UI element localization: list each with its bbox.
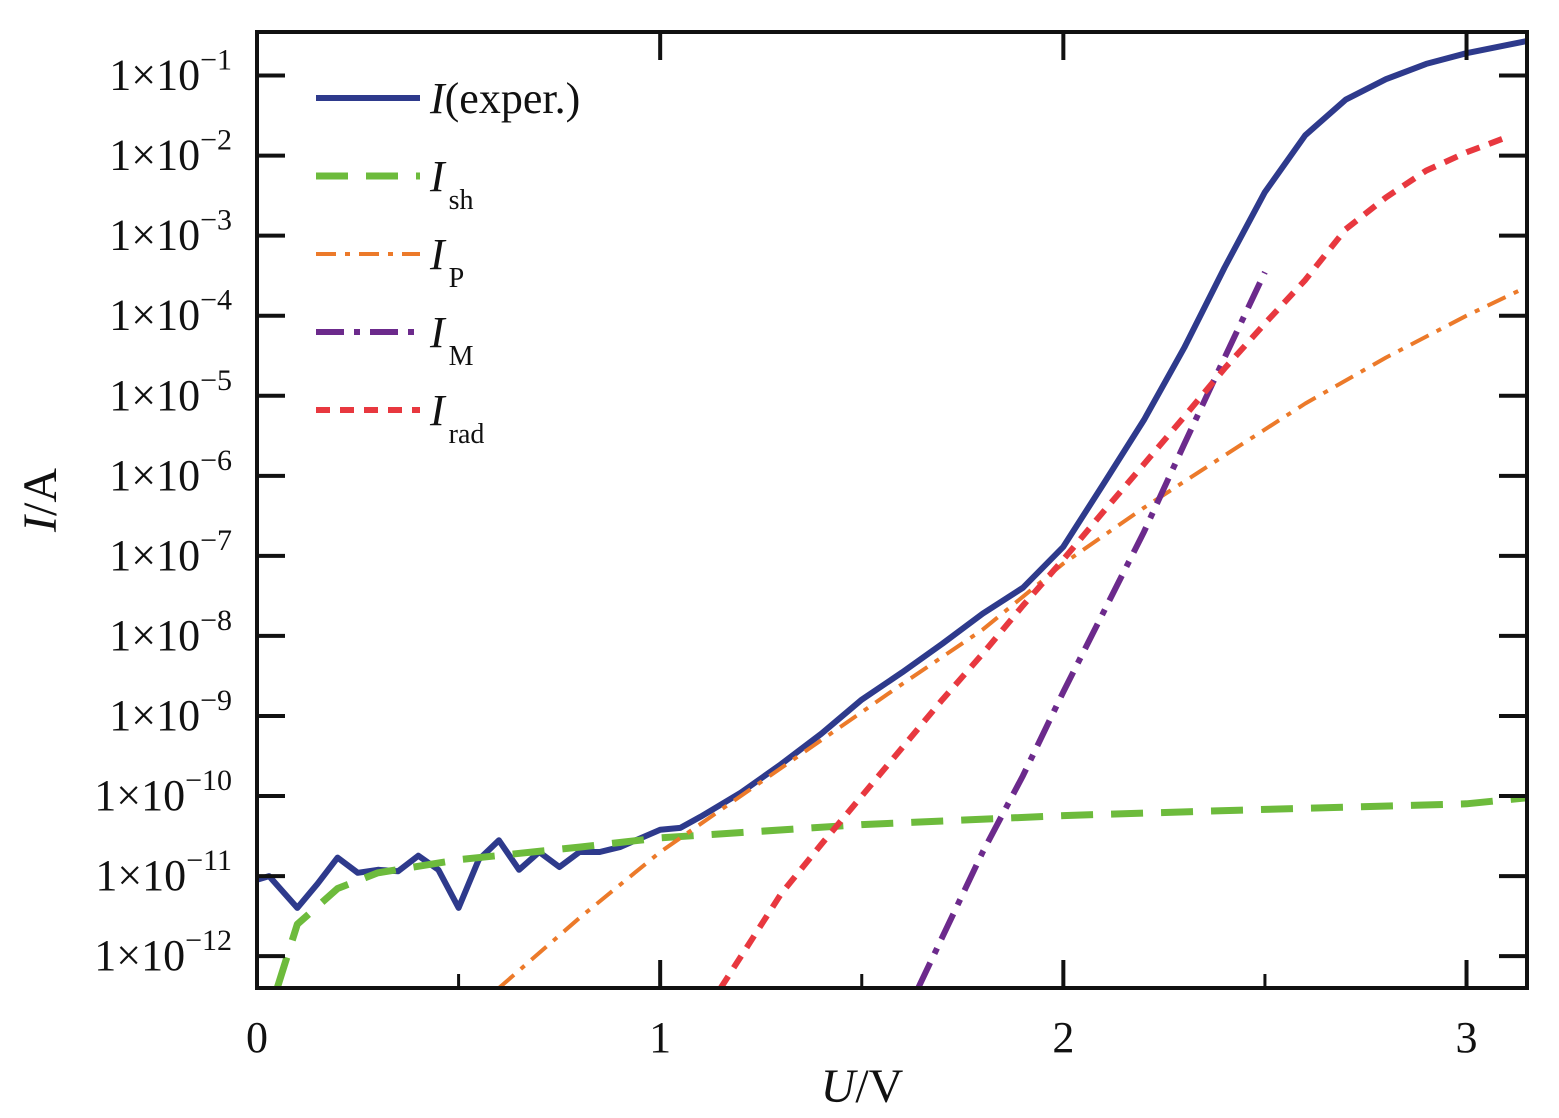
y-tick-label-0: 1×10−12 bbox=[94, 924, 232, 980]
y-tick-label-6: 1×10−6 bbox=[109, 444, 232, 500]
series-line-1 bbox=[273, 794, 1527, 988]
y-axis-title: I/A bbox=[14, 468, 67, 533]
y-tick-label-1: 1×10−11 bbox=[95, 844, 232, 900]
y-tick-label-9: 1×10−3 bbox=[109, 204, 232, 260]
y-tick-label-3: 1×10−9 bbox=[109, 684, 232, 740]
x-tick-label-1: 1 bbox=[649, 1013, 671, 1062]
series-line-0 bbox=[257, 38, 1527, 911]
y-tick-label-11: 1×10−1 bbox=[109, 44, 232, 100]
x-tick-label-2: 2 bbox=[1052, 1013, 1074, 1062]
y-tick-label-4: 1×10−8 bbox=[109, 604, 232, 660]
x-tick-label-0: 0 bbox=[246, 1013, 268, 1062]
series-line-2 bbox=[497, 284, 1527, 988]
plot-background bbox=[257, 32, 1527, 988]
series-layer bbox=[257, 38, 1527, 988]
y-tick-label-2: 1×10−10 bbox=[94, 764, 232, 820]
y-tick-label-8: 1×10−4 bbox=[109, 284, 232, 340]
plot-frame bbox=[255, 30, 1529, 990]
legend-label-0: I(exper.) bbox=[429, 74, 580, 123]
x-tick-label-3: 3 bbox=[1456, 1013, 1478, 1062]
ticks-layer: 0 1 2 3 1×10−12 1×10−11 1×10−10 1×10−9 1×10−8 1×1… bbox=[94, 32, 1527, 1062]
y-tick-label-5: 1×10−7 bbox=[109, 524, 232, 580]
series-line-4 bbox=[718, 134, 1508, 988]
y-tick-label-10: 1×10−2 bbox=[109, 124, 232, 180]
y-tick-label-7: 1×10−5 bbox=[109, 364, 232, 420]
legend: I(exper.) I sh I P I M I rad bbox=[316, 74, 580, 450]
x-axis-title: U/V bbox=[821, 1060, 904, 1113]
